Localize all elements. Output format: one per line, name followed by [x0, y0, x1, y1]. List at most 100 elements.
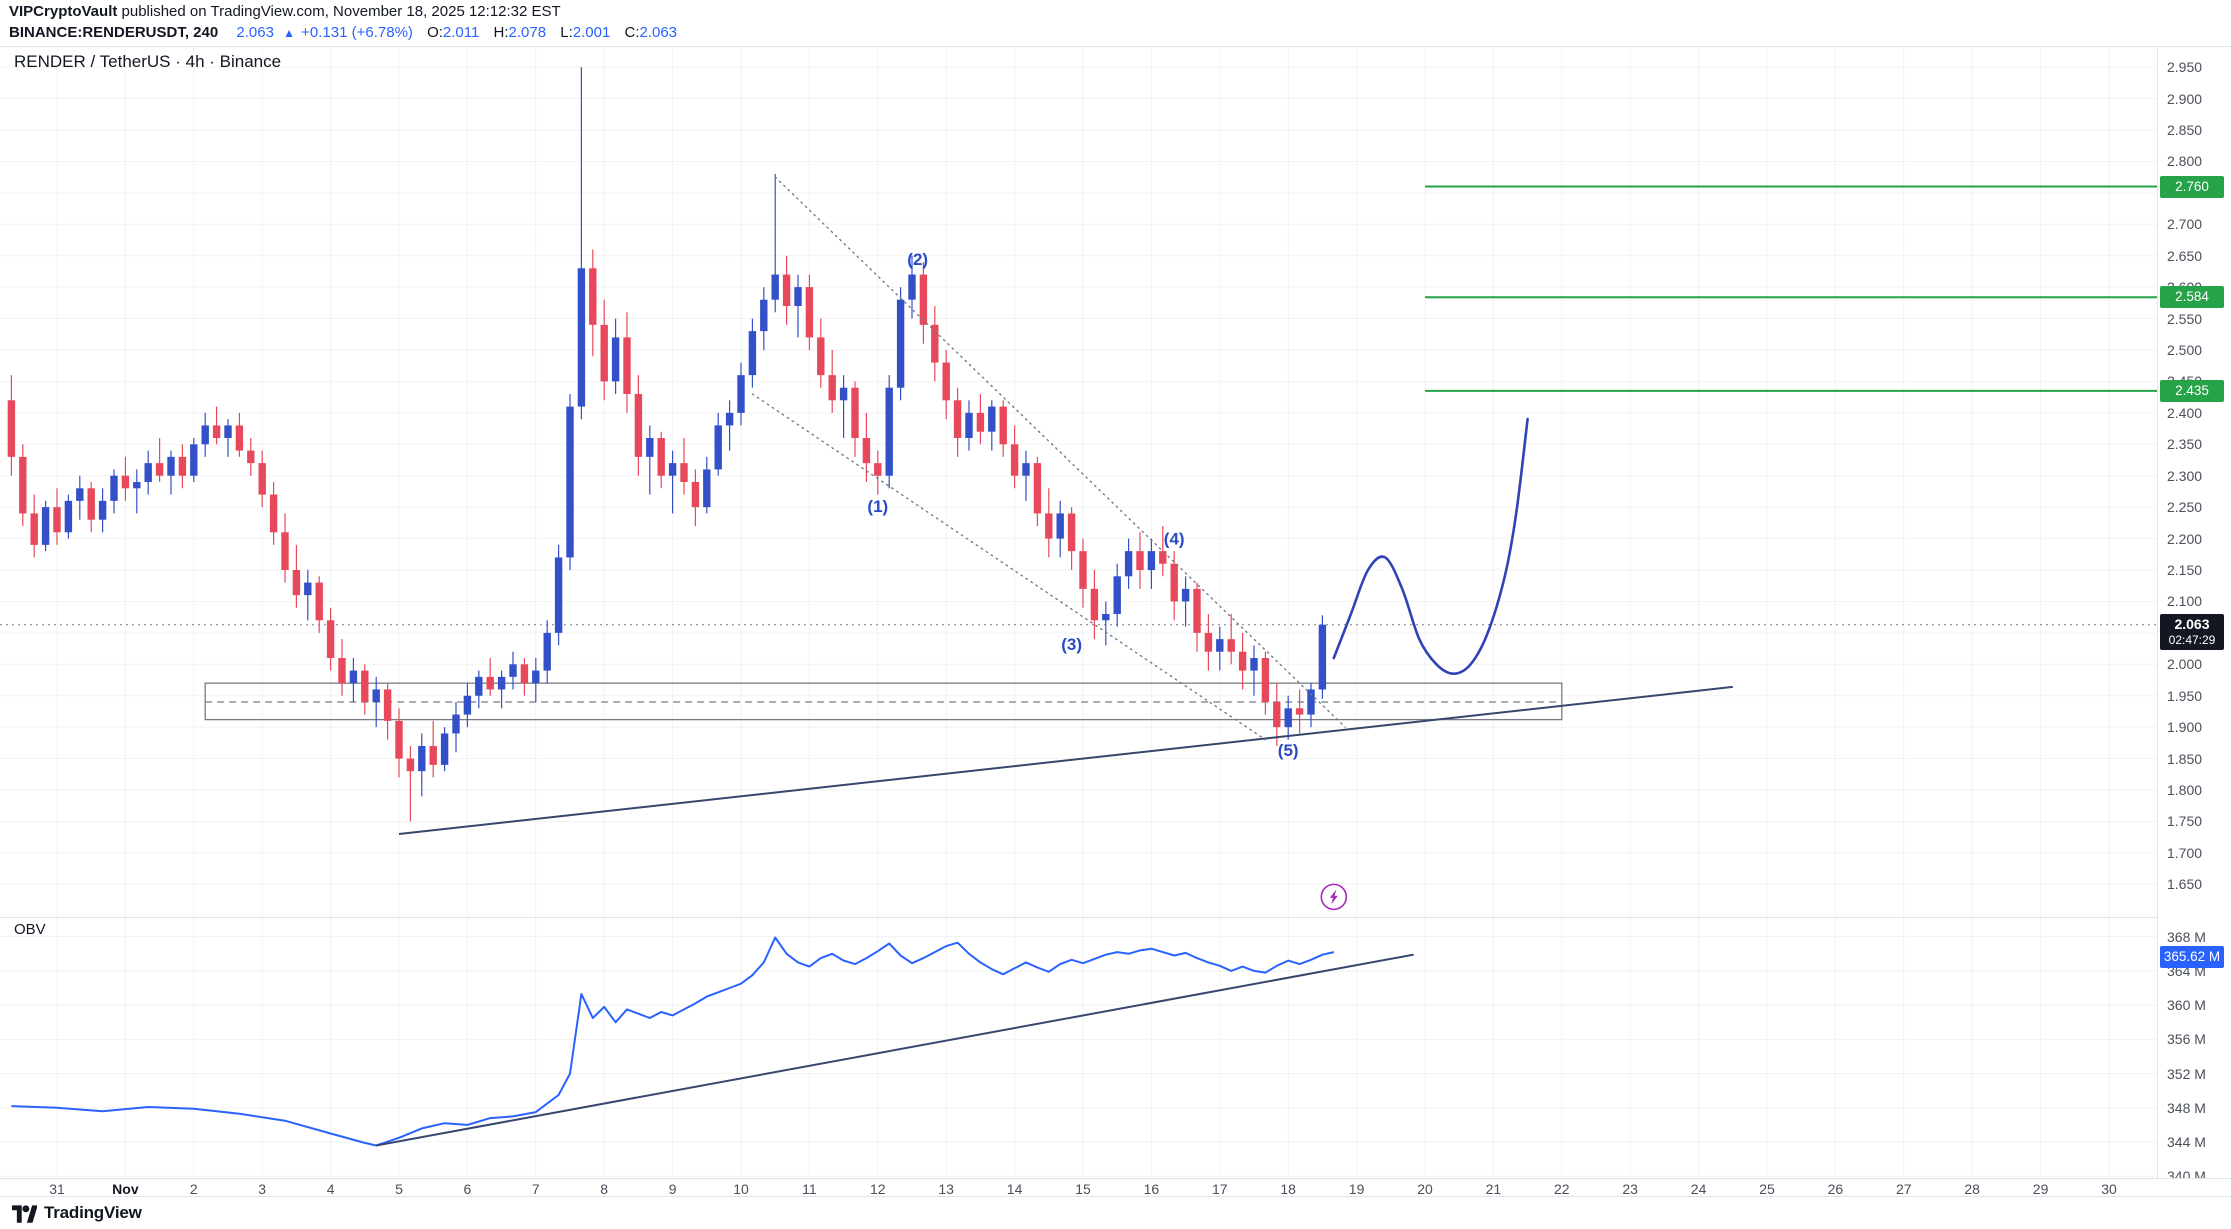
- price-tick-label: 2.850: [2167, 121, 2203, 138]
- candle-body: [53, 507, 61, 533]
- wave-label-(5)[interactable]: (5): [1278, 741, 1299, 760]
- price-tick-label: 1.750: [2167, 813, 2203, 830]
- candle-body: [1227, 639, 1235, 652]
- candle-body: [167, 456, 175, 476]
- candle-body: [953, 400, 962, 438]
- price-tick-label: 2.100: [2167, 593, 2203, 610]
- candle-body: [566, 406, 574, 558]
- candle-body: [133, 482, 141, 489]
- candle-body: [155, 463, 164, 476]
- symbol-quote-bar: BINANCE:RENDERUSDT, 240 2.063 ▲ +0.131 (…: [9, 24, 677, 41]
- main-grid: [0, 47, 2157, 917]
- time-axis-label: 7: [531, 1181, 540, 1197]
- obv-trendline[interactable]: [376, 953, 1414, 1147]
- candle-body: [41, 507, 50, 545]
- candle-body: [1113, 576, 1121, 615]
- publisher-name: VIPCryptoVault: [9, 3, 118, 20]
- low-label: L:: [560, 24, 573, 41]
- lightning-icon[interactable]: [1320, 883, 1348, 911]
- level-price-badge[interactable]: 2.435: [2160, 379, 2224, 402]
- support-zone[interactable]: [204, 682, 1563, 721]
- candle-body: [509, 664, 517, 677]
- tradingview-brand[interactable]: TradingView: [44, 1203, 142, 1222]
- wave-label-(4)[interactable]: (4): [1164, 530, 1185, 549]
- candle-body: [98, 500, 107, 520]
- time-axis-label: 25: [1759, 1181, 1775, 1197]
- candle-body: [440, 733, 449, 765]
- candle-body: [874, 463, 882, 476]
- up-arrow-icon: ▲: [283, 26, 295, 40]
- close-value: 2.063: [639, 24, 678, 41]
- candle-body: [532, 670, 540, 684]
- candle-body: [885, 387, 893, 476]
- time-axis[interactable]: 31 Nov 2 3 4 5 6 7 8 9 10 11 12 13 14 15 16 17 18 19 20 21 22 2…: [0, 1178, 2231, 1197]
- low-value: 2.001: [572, 24, 611, 41]
- candle-body: [1056, 513, 1064, 539]
- candle-body: [600, 324, 608, 382]
- price-scale[interactable]: 2.9502.9002.8502.8002.7502.7002.6502.600…: [2157, 47, 2231, 1184]
- obv-tick-label: 368 M: [2167, 928, 2206, 945]
- candle-body: [87, 488, 95, 520]
- price-tick-label: 1.650: [2167, 876, 2203, 893]
- candle-body: [361, 670, 369, 703]
- pane-separator[interactable]: [0, 917, 2157, 918]
- time-axis-label: 5: [395, 1181, 403, 1197]
- candle-body: [1284, 708, 1292, 728]
- candle-body: [714, 425, 722, 470]
- close-label: C:: [624, 24, 640, 41]
- symbol-name[interactable]: BINANCE:RENDERUSDT, 240: [9, 24, 219, 41]
- price-tick-label: 2.950: [2167, 59, 2203, 76]
- wave-label-(2)[interactable]: (2): [907, 250, 928, 269]
- price-tick-label: 2.200: [2167, 530, 2203, 547]
- price-tick-label: 2.700: [2167, 216, 2203, 233]
- obv-chart-svg[interactable]: [0, 917, 2157, 1178]
- trendline-ascending-support[interactable]: [398, 685, 1733, 836]
- support-zone-box[interactable]: [204, 682, 1563, 721]
- candle-body: [646, 437, 654, 457]
- candle-body: [691, 482, 700, 508]
- main-chart-pane[interactable]: (1) (2) (3) (4) (5) RENDER / TetherUS · 4h ·…: [0, 47, 2157, 917]
- candle-body: [349, 670, 358, 684]
- obv-grid: [0, 917, 2157, 1178]
- candle-body: [247, 450, 255, 464]
- level-price-badge[interactable]: 2.584: [2160, 286, 2224, 309]
- candle-body: [1067, 513, 1076, 552]
- candle-body: [224, 425, 232, 438]
- wave-label-(1)[interactable]: (1): [867, 497, 888, 516]
- main-chart-svg[interactable]: (1) (2) (3) (4) (5): [0, 47, 2157, 917]
- wave-label-(3)[interactable]: (3): [1061, 635, 1082, 654]
- projection-curve[interactable]: [1332, 417, 1529, 676]
- candle-body: [1295, 708, 1304, 715]
- candle-body: [828, 375, 836, 401]
- obv-value-badge: 365.62 M: [2160, 946, 2224, 969]
- candle-body: [1022, 463, 1030, 476]
- candle-body: [543, 632, 551, 671]
- candle-body: [463, 695, 472, 715]
- price-tick-label: 2.900: [2167, 90, 2203, 107]
- obv-tick-label: 360 M: [2167, 997, 2206, 1014]
- candle-body: [657, 437, 665, 476]
- current-price-badge: 2.063 02:47:29: [2160, 613, 2224, 650]
- candle-body: [315, 582, 323, 621]
- level-price-badge[interactable]: 2.760: [2160, 175, 2224, 198]
- candle-body: [418, 746, 426, 772]
- obv-tick-label: 352 M: [2167, 1065, 2206, 1082]
- price-tick-label: 2.000: [2167, 656, 2203, 673]
- candle-body: [292, 570, 301, 596]
- tradingview-logo-icon[interactable]: [12, 1203, 37, 1223]
- time-axis-label: 24: [1690, 1181, 1707, 1197]
- candle-body: [771, 274, 779, 300]
- candle-body: [30, 513, 38, 545]
- candle-body: [235, 425, 244, 451]
- trendline-wedge-lower[interactable]: [751, 393, 1267, 741]
- candle-body: [76, 488, 84, 501]
- obv-pane[interactable]: OBV: [0, 917, 2157, 1178]
- candle-body: [406, 758, 415, 772]
- obv-indicator-label[interactable]: OBV: [14, 921, 46, 938]
- candle-body: [760, 299, 768, 332]
- last-price: 2.063: [236, 24, 274, 41]
- candle-body: [1181, 588, 1190, 602]
- time-axis-label: Nov: [112, 1181, 139, 1197]
- trendline-wedge-upper[interactable]: [774, 176, 1346, 728]
